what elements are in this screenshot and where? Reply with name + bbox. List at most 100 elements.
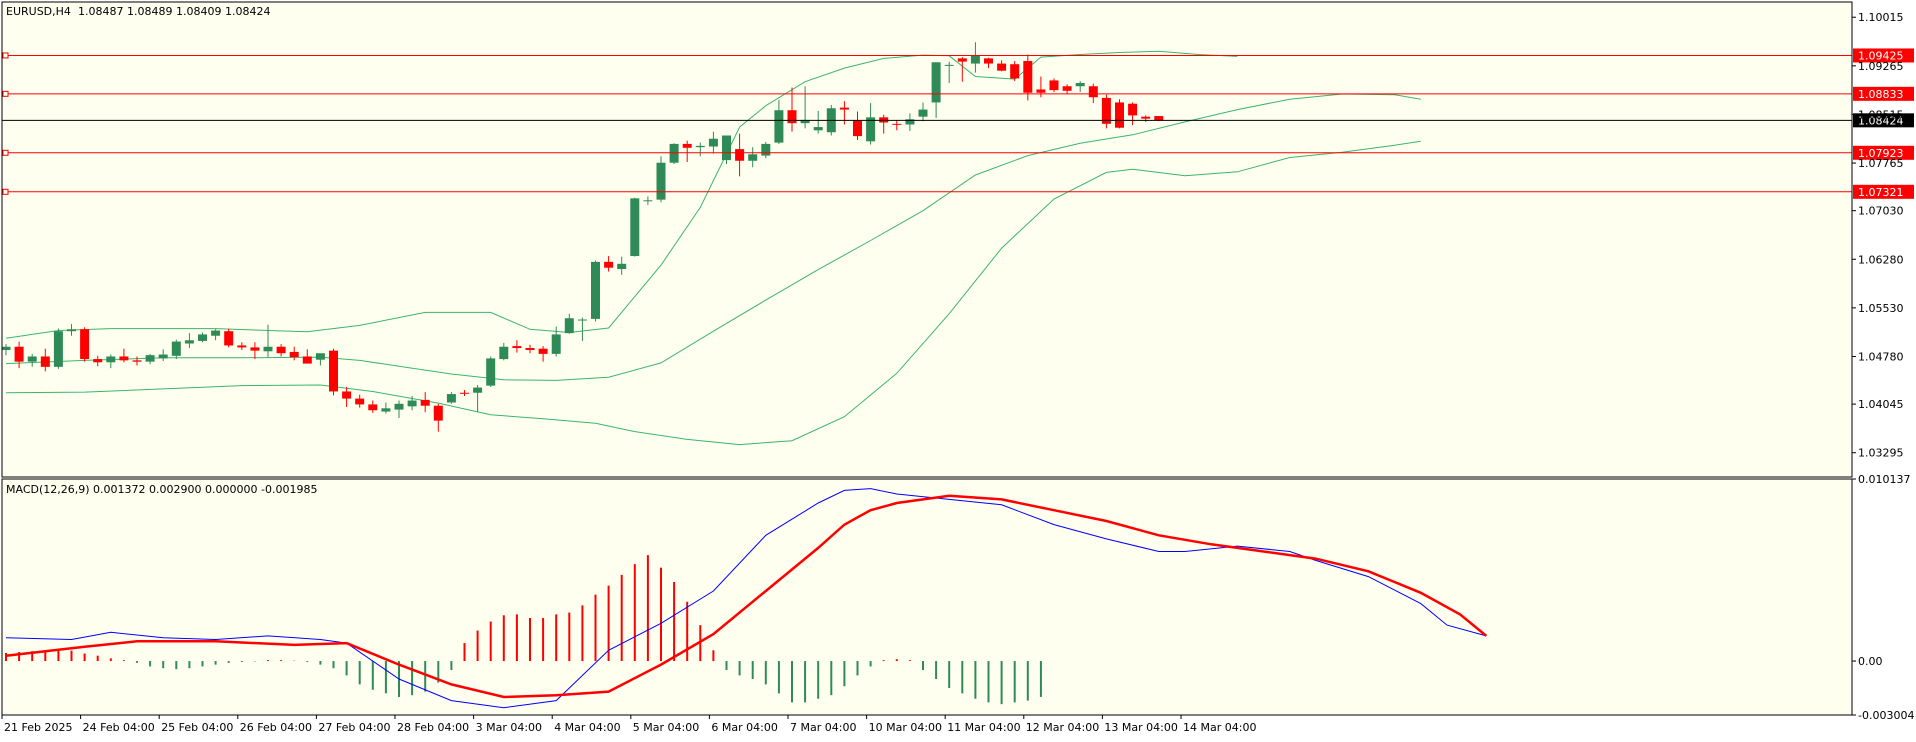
candle bbox=[591, 260, 600, 322]
candle-body bbox=[106, 356, 116, 363]
candle-body bbox=[525, 348, 535, 350]
candle-body bbox=[695, 145, 705, 148]
macd-series bbox=[5, 488, 1488, 709]
candle bbox=[695, 142, 705, 157]
candle bbox=[368, 400, 378, 413]
candle-body bbox=[984, 58, 993, 64]
candle-body bbox=[40, 356, 50, 367]
candle-body bbox=[119, 356, 129, 361]
level-anchor bbox=[2, 90, 9, 97]
candle bbox=[171, 339, 181, 360]
candle bbox=[525, 344, 535, 354]
symbol-header: EURUSD,H4 bbox=[6, 5, 71, 18]
level-price-box bbox=[1853, 184, 1914, 199]
candle-body bbox=[381, 408, 391, 412]
time-tick-label: 14 Mar 04:00 bbox=[1183, 721, 1256, 734]
candle bbox=[224, 328, 234, 348]
macd-tick-label: 0.00 bbox=[1858, 655, 1883, 668]
candle-body bbox=[460, 392, 469, 394]
candle-body bbox=[198, 334, 207, 341]
price-tick-label: 1.04780 bbox=[1858, 350, 1904, 363]
candle bbox=[630, 197, 640, 257]
candle bbox=[302, 349, 312, 364]
candle bbox=[564, 313, 574, 334]
candle bbox=[997, 60, 1007, 72]
candle bbox=[643, 196, 653, 205]
candle bbox=[866, 103, 876, 145]
horizontal-levels: 1.09425 1.08833 1.08424 1.07923 1.07321 bbox=[2, 48, 1914, 199]
macd-tick-label: 0.010137 bbox=[1858, 473, 1911, 486]
candle-body bbox=[224, 331, 234, 346]
time-tick-label: 4 Mar 04:00 bbox=[554, 721, 620, 734]
candle bbox=[394, 400, 404, 419]
level-price-box bbox=[1853, 113, 1914, 128]
candle bbox=[512, 340, 522, 353]
macd-main-line bbox=[5, 488, 1487, 709]
candle bbox=[853, 111, 862, 141]
candle-body bbox=[473, 387, 483, 393]
candle-body bbox=[800, 119, 810, 124]
candle bbox=[211, 329, 221, 341]
candle-body bbox=[1036, 89, 1046, 93]
candle bbox=[355, 394, 365, 408]
candle-body bbox=[1010, 64, 1020, 79]
candle-body bbox=[315, 353, 325, 360]
candle-body bbox=[630, 198, 640, 257]
price-pane-border bbox=[1, 1, 1853, 478]
candle bbox=[184, 333, 194, 349]
level-anchor bbox=[2, 188, 9, 195]
candle bbox=[433, 403, 443, 432]
time-tick-label: 21 Feb 2025 bbox=[4, 721, 72, 734]
candle bbox=[53, 328, 63, 369]
candle-body bbox=[1115, 102, 1124, 128]
candle bbox=[40, 348, 50, 372]
candle bbox=[250, 342, 260, 360]
candle-body bbox=[67, 329, 76, 332]
candle bbox=[1023, 54, 1033, 101]
ohlc-header: 1.08487 1.08489 1.08409 1.08424 bbox=[78, 5, 270, 18]
candle-body bbox=[604, 261, 614, 268]
macd-header: MACD(12,26,9) 0.001372 0.002900 0.000000… bbox=[6, 483, 317, 496]
candle-body bbox=[1154, 116, 1164, 121]
price-tick-label: 1.06280 bbox=[1858, 253, 1904, 266]
candle-body bbox=[564, 318, 574, 334]
time-tick-label: 12 Mar 04:00 bbox=[1026, 721, 1099, 734]
candle-body bbox=[14, 346, 24, 362]
candle-body bbox=[643, 200, 653, 202]
candle bbox=[970, 42, 980, 73]
candle bbox=[1115, 99, 1124, 129]
candle bbox=[486, 356, 496, 387]
candle-body bbox=[237, 345, 247, 348]
time-tick-label: 7 Mar 04:00 bbox=[790, 721, 856, 734]
candle-body bbox=[787, 110, 797, 124]
candle bbox=[289, 346, 299, 361]
time-tick-label: 24 Feb 04:00 bbox=[83, 721, 155, 734]
candle bbox=[905, 113, 915, 131]
time-tick-label: 5 Mar 04:00 bbox=[633, 721, 699, 734]
candle-body bbox=[250, 347, 260, 351]
macd-signal-line bbox=[5, 494, 1488, 699]
price-tick-label: 1.03295 bbox=[1858, 447, 1904, 460]
candle bbox=[957, 57, 967, 82]
candle bbox=[407, 395, 417, 411]
candle-body bbox=[669, 143, 679, 163]
candle-body bbox=[813, 127, 823, 131]
price-tick-label: 1.05530 bbox=[1858, 302, 1904, 315]
candle bbox=[473, 384, 483, 413]
candle-body bbox=[342, 391, 352, 399]
candle-body bbox=[329, 350, 338, 392]
candle bbox=[145, 353, 155, 365]
candle bbox=[80, 327, 90, 362]
candle bbox=[14, 341, 24, 369]
candle-body bbox=[93, 359, 103, 363]
level-price-box bbox=[1853, 86, 1914, 101]
candle bbox=[158, 349, 168, 362]
candle bbox=[761, 141, 771, 159]
candle bbox=[1101, 94, 1111, 129]
macd-pane-border bbox=[1, 478, 1853, 716]
candle-body bbox=[722, 135, 731, 161]
candle bbox=[93, 355, 103, 367]
candle-body bbox=[918, 109, 928, 117]
candle-body bbox=[538, 348, 548, 354]
